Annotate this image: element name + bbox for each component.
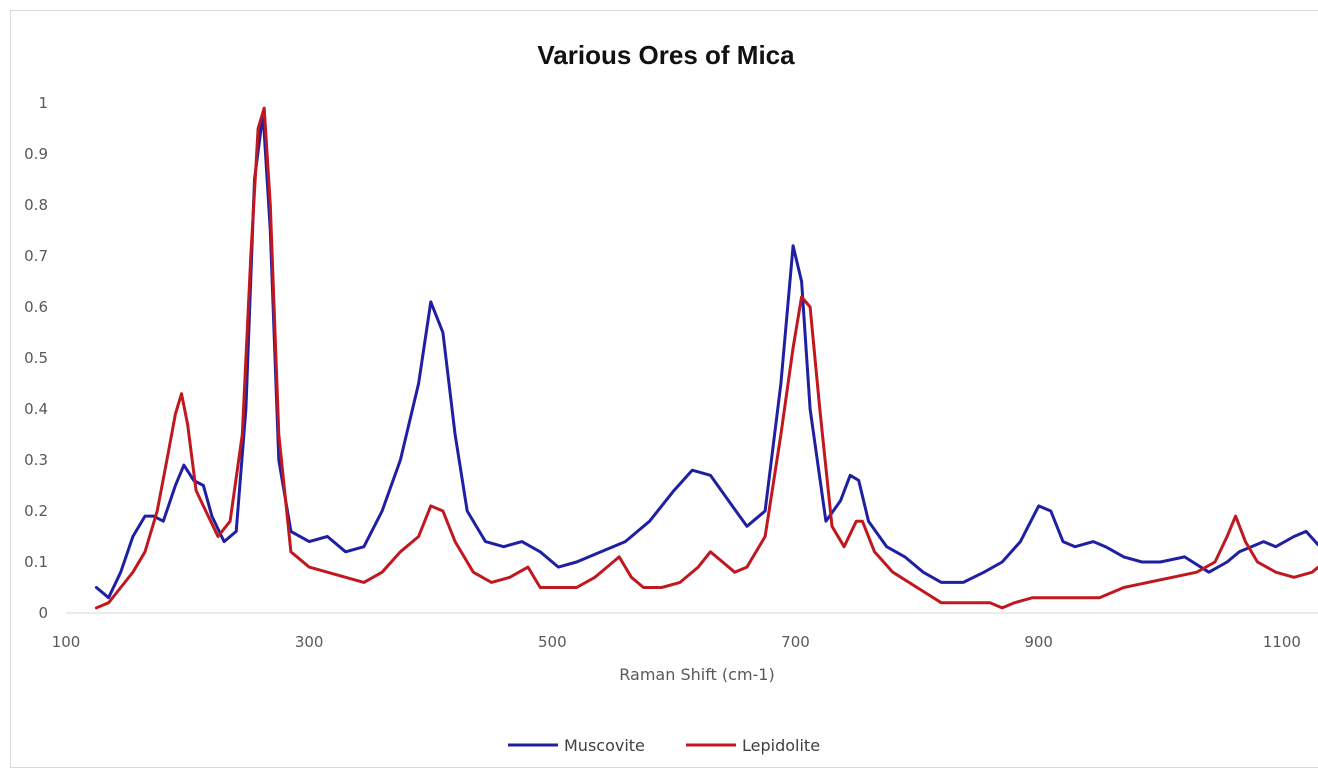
series-line-lepidolite bbox=[94, 106, 1318, 610]
y-tick-label: 0.5 bbox=[24, 349, 48, 367]
legend-label: Muscovite bbox=[564, 736, 645, 755]
y-tick-label: 0.4 bbox=[24, 400, 48, 418]
y-tick-label: 0.6 bbox=[24, 298, 48, 316]
x-axis-ticks: 10030050070090011001300 bbox=[52, 633, 1301, 651]
y-tick-label: 0.3 bbox=[24, 451, 48, 469]
legend: Muscovite Lepidolite bbox=[508, 736, 820, 755]
series-group bbox=[94, 106, 1318, 610]
y-tick-label: 0.7 bbox=[24, 247, 48, 265]
chart-area bbox=[10, 10, 1318, 768]
y-tick-label: 0.2 bbox=[24, 502, 48, 520]
x-tick-label: 1100 bbox=[1263, 633, 1301, 651]
x-tick-label: 100 bbox=[52, 633, 81, 651]
chart-title: Various Ores of Mica bbox=[537, 40, 795, 70]
y-tick-label: 1 bbox=[38, 94, 48, 112]
y-tick-label: 0.1 bbox=[24, 553, 48, 571]
x-axis-label: Raman Shift (cm-1) bbox=[619, 665, 774, 684]
legend-item-lepidolite: Lepidolite bbox=[686, 736, 820, 755]
x-tick-label: 500 bbox=[538, 633, 567, 651]
y-tick-label: 0 bbox=[38, 604, 48, 622]
x-tick-label: 700 bbox=[781, 633, 810, 651]
legend-label: Lepidolite bbox=[742, 736, 820, 755]
y-tick-label: 0.9 bbox=[24, 145, 48, 163]
y-axis-ticks: 0 0.1 0.2 0.3 0.4 0.5 0.6 0.7 0.8 0.9 1 bbox=[24, 94, 48, 622]
y-tick-label: 0.8 bbox=[24, 196, 48, 214]
legend-item-muscovite: Muscovite bbox=[508, 736, 645, 755]
x-tick-label: 900 bbox=[1024, 633, 1053, 651]
series-line-muscovite bbox=[94, 111, 1318, 600]
x-tick-label: 300 bbox=[295, 633, 324, 651]
